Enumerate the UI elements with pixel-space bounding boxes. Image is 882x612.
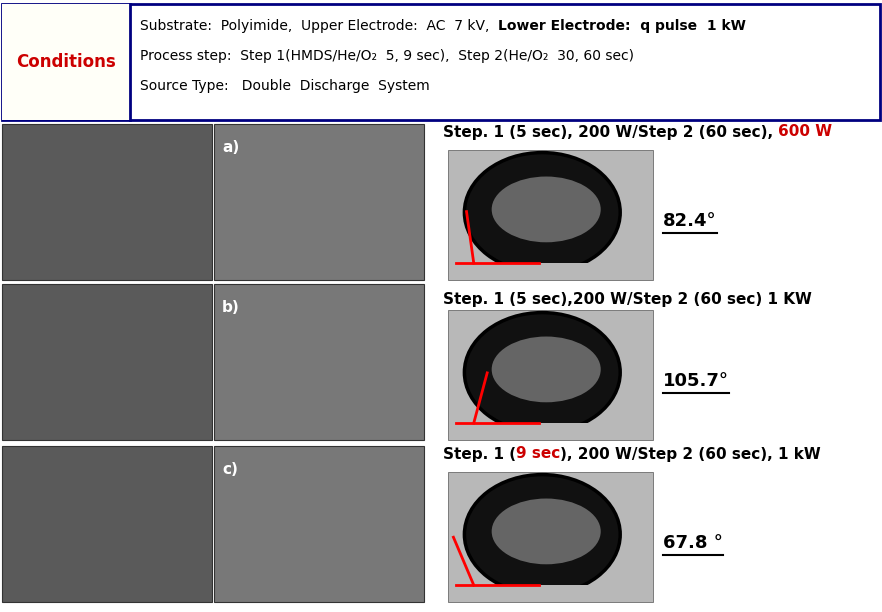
Text: 82.4°: 82.4° [663, 212, 716, 231]
Text: b): b) [222, 300, 240, 315]
Bar [214, 284, 424, 440]
Bar [2, 446, 212, 602]
Text: 600 W: 600 W [779, 124, 833, 140]
Bar [2, 4, 130, 120]
Bar [214, 124, 424, 280]
Bar [2, 4, 880, 120]
Ellipse shape [491, 337, 601, 402]
Text: c): c) [222, 462, 238, 477]
Ellipse shape [465, 152, 620, 272]
Bar [2, 284, 212, 440]
Text: Conditions: Conditions [16, 53, 116, 71]
Text: Step. 1 (5 sec), 200 W/Step 2 (60 sec),: Step. 1 (5 sec), 200 W/Step 2 (60 sec), [443, 124, 779, 140]
Ellipse shape [491, 499, 601, 564]
Text: Source Type:   Double  Discharge  System: Source Type: Double Discharge System [140, 79, 430, 93]
Text: Process step:  Step 1(HMDS/He/O₂  5, 9 sec),  Step 2(He/O₂  30, 60 sec): Process step: Step 1(HMDS/He/O₂ 5, 9 sec… [140, 49, 634, 63]
Text: a): a) [222, 140, 239, 155]
Text: Lower Electrode:  q pulse  1 kW: Lower Electrode: q pulse 1 kW [498, 19, 746, 33]
Ellipse shape [465, 313, 620, 432]
Text: 67.8 °: 67.8 ° [663, 534, 723, 553]
Bar [2, 124, 212, 280]
Text: 105.7°: 105.7° [663, 373, 729, 390]
Text: Substrate:  Polyimide,  Upper Electrode:  AC  7 kV,: Substrate: Polyimide, Upper Electrode: A… [140, 19, 498, 33]
Bar [448, 472, 653, 602]
Text: Step. 1 (: Step. 1 ( [443, 447, 516, 461]
Text: ), 200 W/Step 2 (60 sec), 1 kW: ), 200 W/Step 2 (60 sec), 1 kW [560, 447, 821, 461]
Text: Step. 1 (5 sec),200 W/Step 2 (60 sec) 1 KW: Step. 1 (5 sec),200 W/Step 2 (60 sec) 1 … [443, 292, 811, 307]
Ellipse shape [491, 176, 601, 242]
Bar [448, 310, 653, 440]
Ellipse shape [465, 474, 620, 594]
Bar [448, 150, 653, 280]
Text: 9 sec: 9 sec [516, 447, 560, 461]
Bar [214, 446, 424, 602]
